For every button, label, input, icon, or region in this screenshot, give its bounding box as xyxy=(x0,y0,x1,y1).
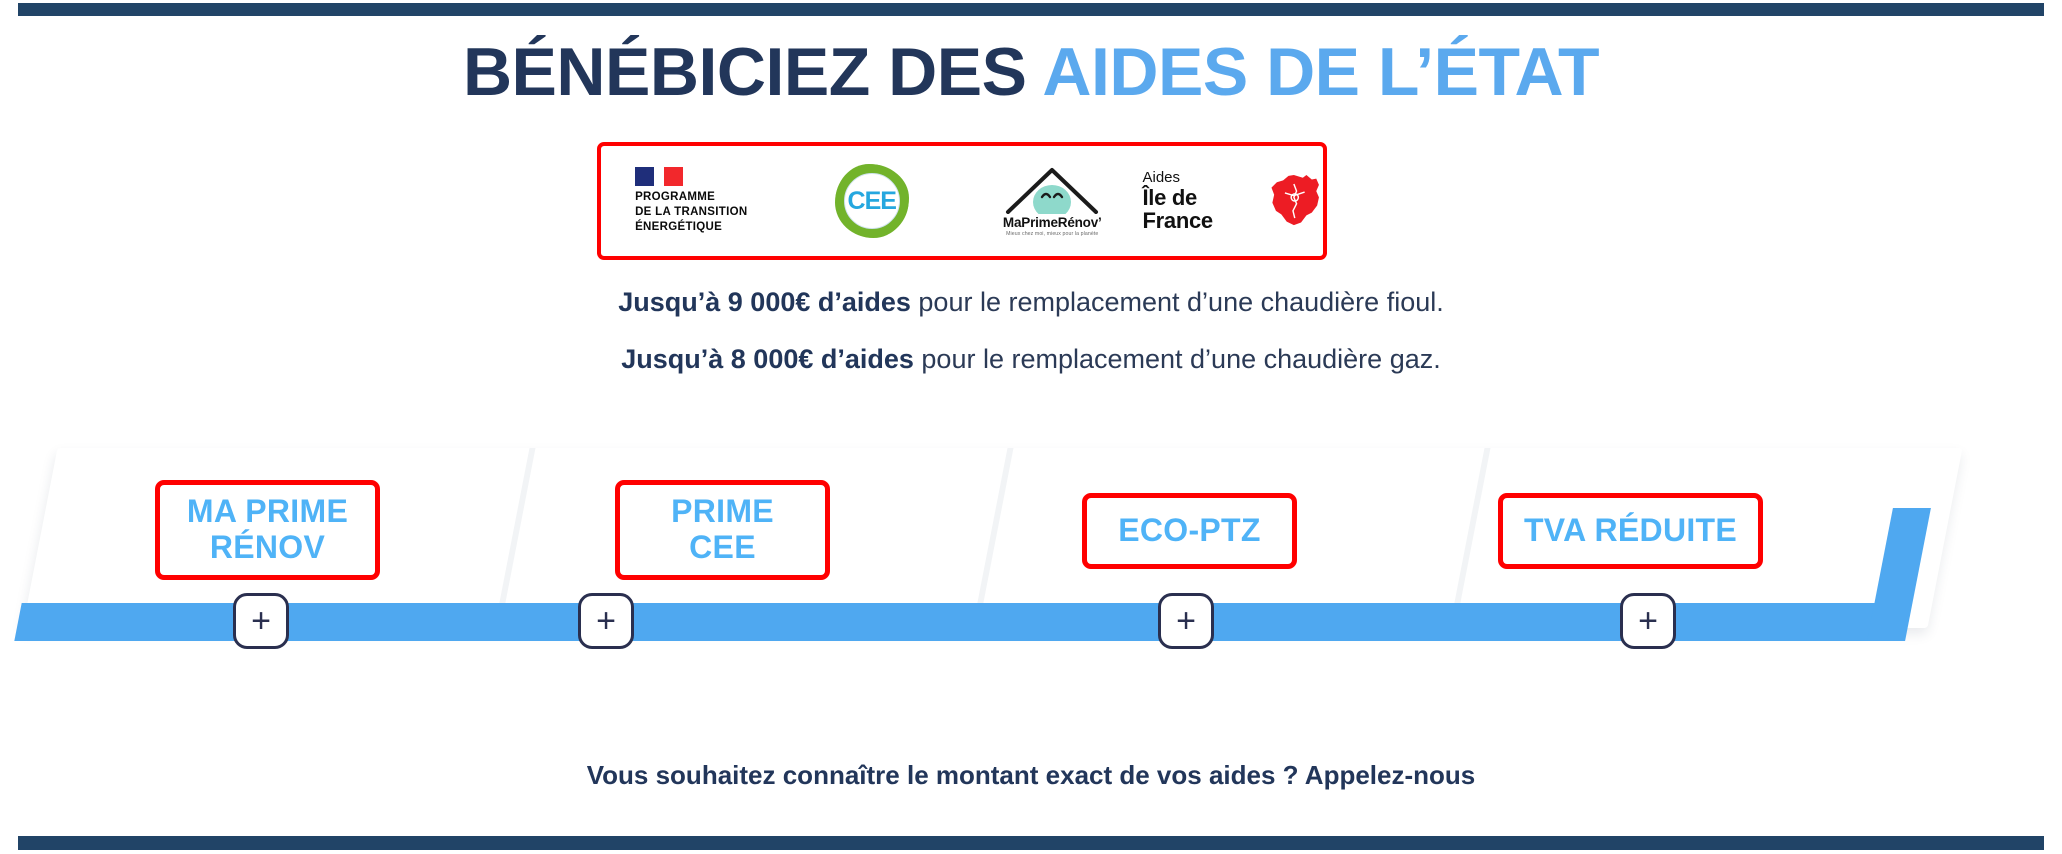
idf-line-2: Île de France xyxy=(1142,184,1214,233)
plus-icon: + xyxy=(596,602,616,640)
expand-button-eco-ptz[interactable]: + xyxy=(1158,593,1214,649)
page-title-dark: BÉNÉBICIEZ DES xyxy=(462,34,1043,110)
top-rule xyxy=(18,3,2044,16)
cee-badge-icon: CEE xyxy=(834,164,909,238)
aide-card-tva-reduite[interactable]: TVA RÉDUITE xyxy=(1498,493,1763,569)
pte-line-3: ÉNERGÉTIQUE xyxy=(635,220,723,233)
expand-button-prime-cee[interactable]: + xyxy=(578,593,634,649)
pte-line-2: DE LA TRANSITION xyxy=(635,206,748,219)
aid-amount-gaz: Jusqu’à 8 000€ d’aides xyxy=(621,344,914,374)
page-title-light: AIDES DE L’ÉTAT xyxy=(1042,34,1600,110)
maprimerenov-label: MaPrimeRénov’ xyxy=(1002,214,1102,230)
aid-sentence-gaz: Jusqu’à 8 000€ d’aides pour le remplacem… xyxy=(0,344,2062,375)
french-flag-icon xyxy=(635,167,684,187)
expand-button-tva-reduite[interactable]: + xyxy=(1620,593,1676,649)
pte-line-1: PROGRAMME xyxy=(635,191,716,204)
aide-card-label-line2: CEE xyxy=(689,529,756,565)
aide-card-label-line2: RÉNOV xyxy=(209,529,326,565)
expand-button-ma-prime-renov[interactable]: + xyxy=(233,593,289,649)
aide-card-label-line1: PRIME xyxy=(671,493,774,530)
plus-icon: + xyxy=(1638,602,1658,640)
house-roof-icon xyxy=(1004,166,1100,214)
plus-icon: + xyxy=(251,602,271,640)
footer-question: Vous souhaitez connaître le montant exac… xyxy=(586,760,1476,790)
aides-ribbon: MA PRIME RÉNOV PRIME CEE ECO-PTZ TVA RÉD… xyxy=(0,440,2062,670)
aide-card-label-line1: MA PRIME xyxy=(186,493,349,530)
bottom-rule xyxy=(18,836,2044,850)
logo-aides-ile-de-france: Aides Île de France xyxy=(1143,146,1324,256)
logo-maprimerenov: MaPrimeRénov’ Mieux chez moi, mieux pour… xyxy=(962,146,1143,256)
aide-card-label-line1: ECO-PTZ xyxy=(1118,512,1261,549)
partner-logos-strip: PROGRAMME DE LA TRANSITION ÉNERGÉTIQUE C… xyxy=(597,142,1327,260)
aid-sentence-fioul: Jusqu’à 9 000€ d’aides pour le remplacem… xyxy=(0,287,2062,318)
maprimerenov-tagline: Mieux chez moi, mieux pour la planète xyxy=(1006,230,1099,237)
ribbon-blue-bar xyxy=(14,603,1902,641)
aid-amount-fioul: Jusqu’à 9 000€ d’aides xyxy=(618,287,911,317)
aide-card-prime-cee[interactable]: PRIME CEE xyxy=(615,480,830,580)
ile-de-france-map-icon xyxy=(1271,175,1320,226)
page-title: BÉNÉBICIEZ DES AIDES DE L’ÉTAT xyxy=(0,38,2062,106)
logo-cee: CEE xyxy=(782,146,963,256)
cee-label: CEE xyxy=(847,186,897,215)
aide-card-eco-ptz[interactable]: ECO-PTZ xyxy=(1082,493,1297,569)
aide-card-label-line1: TVA RÉDUITE xyxy=(1523,512,1738,549)
aid-text-gaz: pour le remplacement d’une chaudière gaz… xyxy=(913,344,1441,374)
aid-text-fioul: pour le remplacement d’une chaudière fio… xyxy=(910,287,1444,317)
aide-card-ma-prime-renov[interactable]: MA PRIME RÉNOV xyxy=(155,480,380,580)
logo-programme-transition-energetique: PROGRAMME DE LA TRANSITION ÉNERGÉTIQUE xyxy=(601,146,782,256)
idf-line-1: Aides xyxy=(1142,169,1181,187)
plus-icon: + xyxy=(1176,602,1196,640)
